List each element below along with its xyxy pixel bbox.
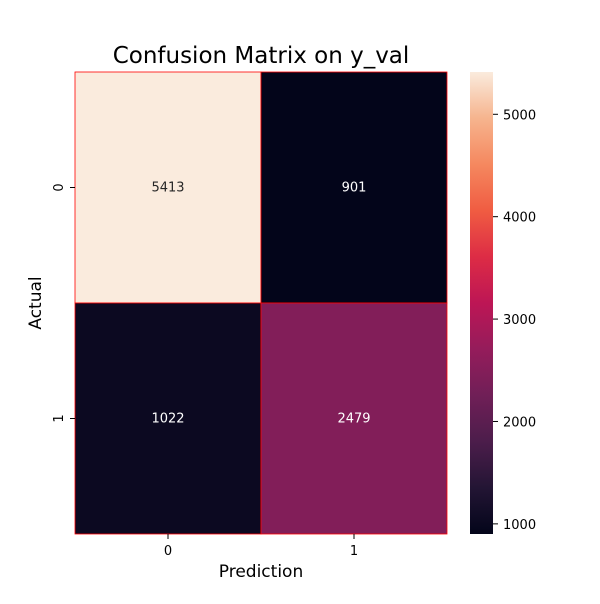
colorbar-ticks: 1000 2000 3000 4000 5000 bbox=[493, 108, 536, 533]
y-tick-label-1: 1 bbox=[52, 414, 67, 422]
heatmap-cell-1-0 bbox=[74, 302, 262, 535]
heatmap-cells bbox=[74, 71, 448, 535]
cell-annotation-1-1: 2479 bbox=[337, 412, 370, 427]
x-tick-label-0: 0 bbox=[164, 544, 172, 559]
x-axis-label: Prediction bbox=[219, 562, 303, 582]
cell-annotation-1-0: 1022 bbox=[151, 412, 184, 427]
cell-annotation-0-0: 5413 bbox=[151, 181, 184, 196]
chart-title: Confusion Matrix on y_val bbox=[113, 43, 410, 69]
y-axis-label: Actual bbox=[26, 276, 46, 329]
heatmap-cell-0-0 bbox=[74, 71, 262, 304]
colorbar-tick-label-0: 1000 bbox=[503, 518, 536, 533]
cell-annotations: 5413 901 1022 2479 bbox=[151, 181, 370, 427]
colorbar-tick-label-4: 5000 bbox=[503, 108, 536, 123]
x-tick-label-1: 1 bbox=[350, 544, 358, 559]
heatmap-cell-0-1 bbox=[260, 71, 448, 304]
colorbar-tick-label-3: 4000 bbox=[503, 211, 536, 226]
y-axis-ticks: 01 bbox=[52, 183, 75, 423]
colorbar-tick-label-1: 2000 bbox=[503, 415, 536, 430]
colorbar bbox=[470, 72, 493, 534]
y-tick-label-0: 0 bbox=[52, 183, 67, 191]
colorbar-tick-label-2: 3000 bbox=[503, 313, 536, 328]
heatmap-cell-1-1 bbox=[260, 302, 448, 535]
cell-annotation-0-1: 901 bbox=[342, 181, 367, 196]
